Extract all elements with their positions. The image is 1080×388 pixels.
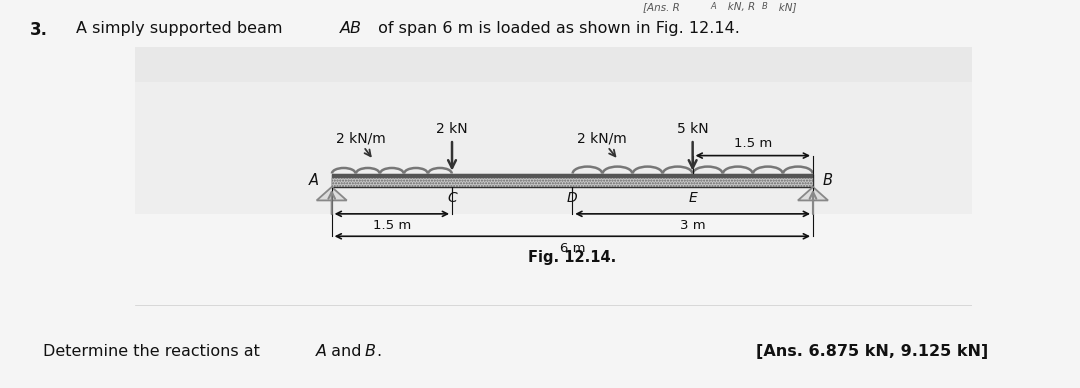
Text: B: B	[823, 173, 833, 188]
Text: kN]: kN]	[769, 2, 796, 12]
Text: 3 m: 3 m	[679, 219, 705, 232]
Bar	[332, 173, 813, 178]
Text: [Ans. R: [Ans. R	[643, 2, 679, 12]
Text: 1.5 m: 1.5 m	[733, 137, 772, 150]
Polygon shape	[316, 187, 347, 201]
Text: 3.: 3.	[30, 21, 49, 39]
Text: 6 m: 6 m	[559, 242, 585, 255]
Text: Fig. 12.14.: Fig. 12.14.	[528, 250, 617, 265]
Text: A: A	[711, 2, 716, 11]
Text: 2 kN/m: 2 kN/m	[577, 131, 626, 145]
Text: of span 6 m is loaded as shown in Fig. 12.14.: of span 6 m is loaded as shown in Fig. 1…	[373, 21, 740, 36]
Text: A simply supported beam: A simply supported beam	[76, 21, 287, 36]
Bar	[135, 47, 972, 82]
Text: 2 kN: 2 kN	[436, 121, 468, 135]
Text: 2 kN/m: 2 kN/m	[336, 131, 386, 145]
Text: AB: AB	[340, 21, 362, 36]
Text: Determine the reactions at: Determine the reactions at	[43, 344, 266, 359]
Text: E: E	[688, 191, 697, 204]
Text: B: B	[365, 344, 376, 359]
Text: 1.5 m: 1.5 m	[373, 219, 411, 232]
Text: A: A	[309, 173, 320, 188]
Text: B: B	[761, 2, 767, 11]
Bar	[332, 173, 813, 187]
Polygon shape	[798, 187, 828, 201]
Text: [Ans. 6.875 kN, 9.125 kN]: [Ans. 6.875 kN, 9.125 kN]	[756, 344, 988, 359]
Text: and: and	[326, 344, 367, 359]
Text: C: C	[447, 191, 457, 204]
Bar	[332, 178, 813, 187]
Text: .: .	[376, 344, 381, 359]
Text: A: A	[315, 344, 326, 359]
Text: 5 kN: 5 kN	[677, 121, 708, 135]
Bar	[135, 47, 972, 214]
Text: D: D	[567, 191, 578, 204]
Text: kN, R: kN, R	[718, 2, 755, 12]
